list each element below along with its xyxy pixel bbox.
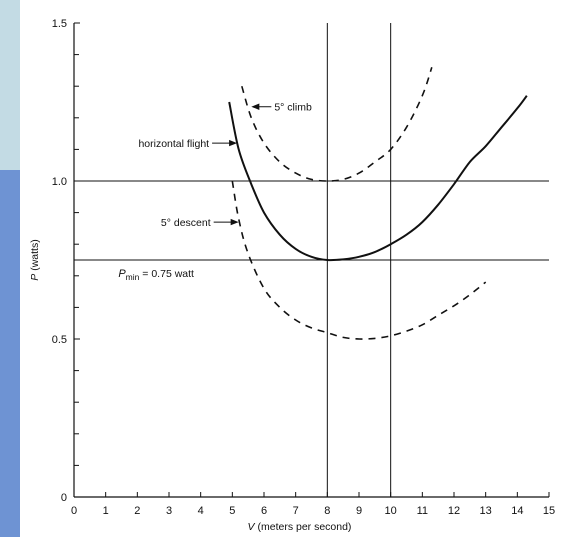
pmin-symbol: P xyxy=(118,268,126,280)
y-tick-label-0.5: 0.5 xyxy=(52,334,67,346)
x-tick-label-14: 14 xyxy=(511,505,523,517)
y-axis-symbol: P xyxy=(29,274,41,281)
descent-arrowhead xyxy=(230,218,239,226)
pmin-value: = 0.75 watt xyxy=(139,268,194,280)
x-tick-label-6: 6 xyxy=(261,505,267,517)
x-tick-label-1: 1 xyxy=(103,505,109,517)
horizontal-flight-curve xyxy=(228,95,528,262)
descent-curve xyxy=(231,180,487,340)
x-tick-label-5: 5 xyxy=(229,505,235,517)
horizontal-flight-label: horizontal flight xyxy=(138,138,209,150)
y-tick-label-1: 1.0 xyxy=(52,176,67,188)
x-tick-label-7: 7 xyxy=(293,505,299,517)
pmin-label: Pmin = 0.75 watt xyxy=(118,268,194,282)
horizontal-flight-arrowhead xyxy=(229,139,238,147)
chart-figure: 0 1 2 3 4 5 6 7 8 9 10 11 12 13 14 15 0 0.5 1.0 1.5 5° clim… xyxy=(20,0,571,537)
x-axis-unit: (meters per second) xyxy=(255,521,352,533)
x-axis-symbol: V xyxy=(248,521,256,533)
x-tick-label-15: 15 xyxy=(543,505,555,517)
descent-label: 5° descent xyxy=(161,217,211,229)
pmin-subscript: min xyxy=(126,272,140,282)
climb-curve xyxy=(241,66,433,182)
x-axis-label: V (meters per second) xyxy=(248,521,352,533)
x-tick-label-2: 2 xyxy=(134,505,140,517)
y-axis-label: P (watts) xyxy=(29,239,41,280)
climb-arrowhead xyxy=(251,103,260,110)
x-tick-label-11: 11 xyxy=(417,505,428,517)
x-tick-label-4: 4 xyxy=(198,505,204,517)
x-tick-label-9: 9 xyxy=(356,505,362,517)
y-tick-label-0: 0 xyxy=(61,492,67,504)
x-tick-label-8: 8 xyxy=(324,505,330,517)
y-tick-label-1.5: 1.5 xyxy=(52,18,67,30)
x-tick-label-0: 0 xyxy=(71,505,77,517)
x-tick-label-10: 10 xyxy=(385,505,397,517)
y-axis-unit: (watts) xyxy=(29,239,41,273)
x-tick-label-12: 12 xyxy=(448,505,460,517)
x-tick-label-3: 3 xyxy=(166,505,172,517)
climb-label: 5° climb xyxy=(274,102,312,114)
background-band xyxy=(0,170,20,537)
x-tick-label-13: 13 xyxy=(480,505,492,517)
